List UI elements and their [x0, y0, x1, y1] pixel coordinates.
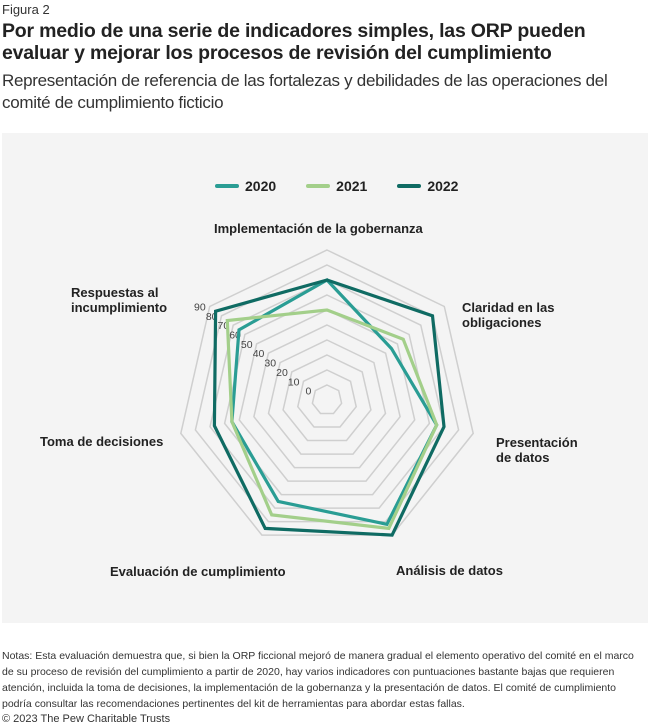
series-line-2021 — [225, 308, 439, 531]
grid-ring-90 — [179, 249, 475, 536]
grid-ring-0 — [311, 384, 343, 415]
axis-label-line: Claridad en las — [462, 300, 555, 315]
axis-label-line: de datos — [496, 450, 550, 465]
axis-label-line: Implementación de la gobernanza — [214, 221, 423, 236]
copyright: © 2023 The Pew Charitable Trusts — [2, 713, 171, 725]
legend-item-2021: 2021 — [306, 178, 367, 194]
tick-label-50: 50 — [241, 339, 253, 351]
grid-ring-10 — [296, 369, 358, 428]
figure-label: Figura 2 — [2, 2, 50, 17]
grid-ring-50 — [238, 309, 416, 482]
tick-label-90: 90 — [194, 302, 206, 314]
legend-swatch-2022 — [397, 184, 422, 188]
legend-label-2020: 2020 — [245, 178, 277, 194]
axis-label-line: Toma de decisiones — [40, 434, 164, 449]
axis-label-5: Toma de decisiones — [40, 434, 163, 449]
axis-label-2: Presentación de datos — [496, 435, 578, 465]
grid-ring-60 — [223, 294, 431, 496]
chart-title: Por medio de una serie de indicadores si… — [2, 20, 586, 64]
series-line-2022 — [212, 278, 446, 537]
legend-item-2020: 2020 — [215, 178, 276, 194]
tick-label-80: 80 — [206, 311, 218, 323]
axis-label-line: obligaciones — [462, 315, 542, 330]
legend-swatch-2020 — [215, 184, 239, 188]
axis-label-line: Presentación — [496, 435, 578, 450]
chart-panel — [2, 133, 648, 623]
axis-label-line: Respuestas al — [71, 285, 159, 300]
axis-label-1: Claridad en las obligaciones — [462, 300, 554, 330]
chart-subtitle: Representación de referencia de las fort… — [2, 71, 608, 112]
legend-label-2022: 2022 — [427, 178, 459, 194]
tick-label-10: 10 — [288, 376, 300, 388]
grid-ring-20 — [282, 354, 372, 442]
axis-label-line: incumplimiento — [71, 300, 168, 315]
legend-label-2021: 2021 — [336, 178, 368, 194]
tick-label-30: 30 — [264, 358, 276, 370]
axis-label-3: Análisis de datos — [396, 563, 503, 578]
legend-swatch-2021 — [306, 184, 331, 188]
axis-label-line: Análisis de datos — [396, 563, 503, 578]
tick-label-70: 70 — [218, 320, 230, 332]
tick-label-0: 0 — [305, 386, 311, 398]
series-line-2020 — [230, 277, 439, 527]
grid-ring-30 — [267, 339, 387, 455]
legend-item-2022: 2022 — [397, 178, 458, 194]
axis-label-6: Respuestas al incumplimiento — [71, 285, 167, 315]
legend: 2020 2021 2022 — [215, 178, 458, 194]
tick-label-40: 40 — [253, 348, 265, 360]
tick-label-60: 60 — [229, 330, 241, 342]
axis-label-line: Evaluación de cumplimiento — [110, 564, 286, 579]
tick-label-20: 20 — [276, 367, 288, 379]
notes: Notas: Esta evaluación demuestra que, si… — [2, 650, 634, 710]
axis-label-4: Evaluación de cumplimiento — [110, 564, 286, 579]
axis-label-0: Implementación de la gobernanza — [214, 221, 423, 236]
grid-ring-40 — [253, 324, 401, 469]
